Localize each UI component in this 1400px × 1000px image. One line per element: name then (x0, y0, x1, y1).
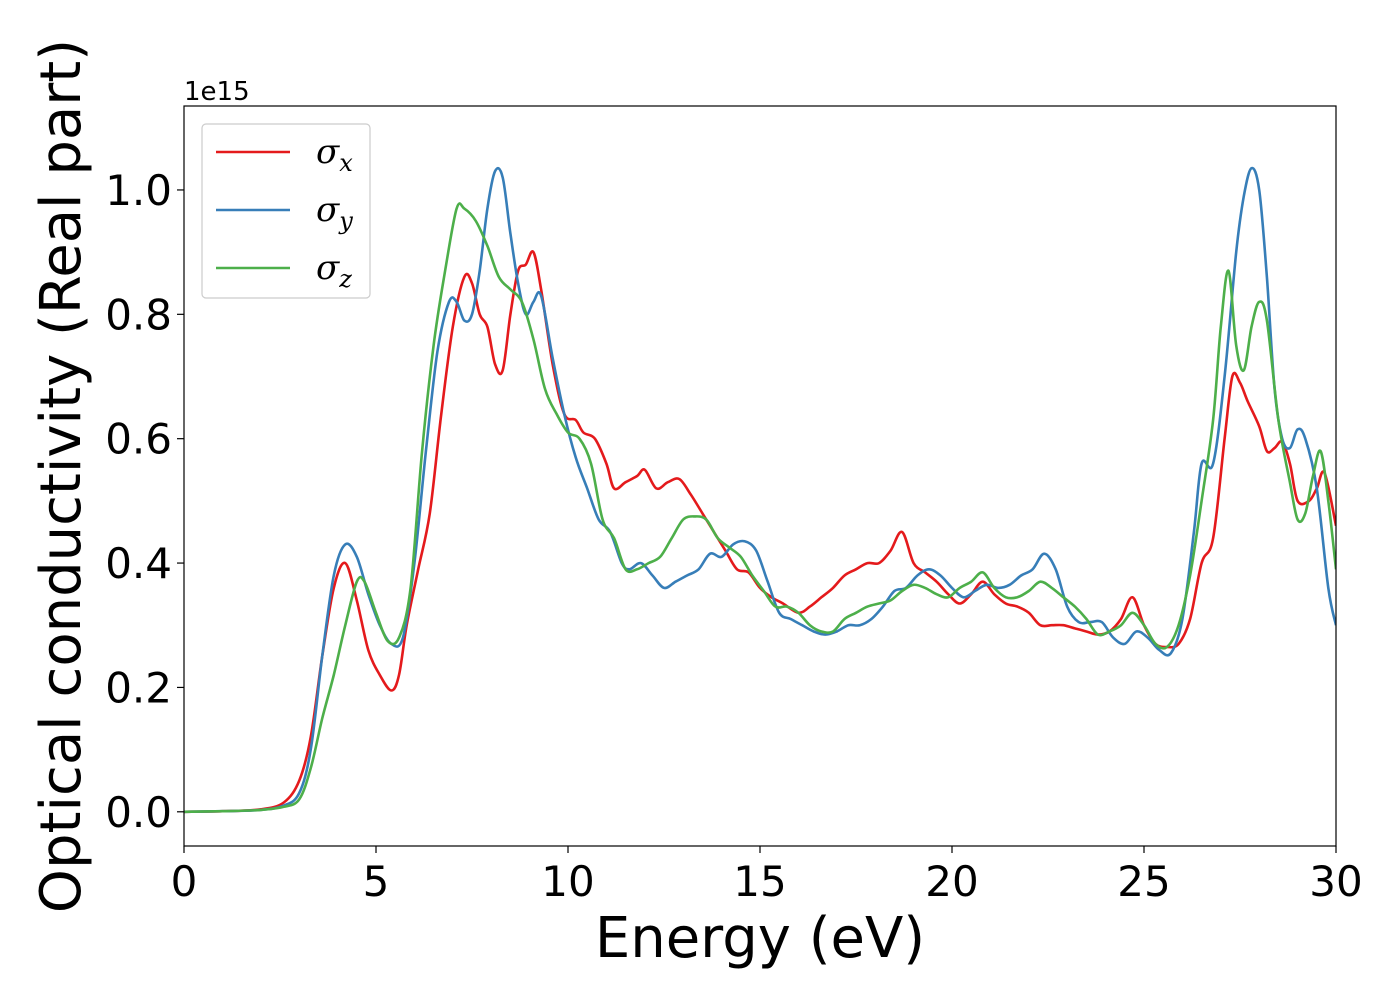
y-tick-label: 0.4 (105, 539, 172, 588)
x-axis-label: Energy (eV) (595, 906, 925, 971)
x-axis-ticks: 0 5 10 15 20 25 30 (171, 846, 1363, 906)
x-tick-label: 15 (733, 857, 786, 906)
legend-label-x: σx (316, 132, 353, 177)
legend-label-z: σz (316, 248, 352, 293)
y-tick-label: 0.6 (105, 415, 172, 464)
x-tick-label: 25 (1117, 857, 1170, 906)
y-tick-label: 0.2 (105, 663, 172, 712)
x-tick-label: 20 (925, 857, 978, 906)
y-tick-label: 0.0 (105, 788, 172, 837)
x-tick-label: 30 (1309, 857, 1362, 906)
x-tick-label: 0 (171, 857, 198, 906)
series-lines (184, 166, 1336, 814)
y-axis-ticks: 0.0 0.2 0.4 0.6 0.8 1.0 (105, 166, 184, 837)
x-tick-label: 5 (363, 857, 390, 906)
y-tick-label: 1.0 (105, 166, 172, 215)
legend-label-y: σy (316, 190, 353, 235)
y-axis-label: Optical conductivity (Real part) (29, 39, 94, 913)
legend: σx σy σz (201, 123, 371, 299)
series-line-x (184, 250, 1336, 814)
series-line-y (184, 166, 1336, 814)
y-offset-text: 1e15 (184, 77, 250, 107)
y-tick-label: 0.8 (105, 290, 172, 339)
series-line-z (184, 202, 1336, 814)
x-tick-label: 10 (541, 857, 594, 906)
